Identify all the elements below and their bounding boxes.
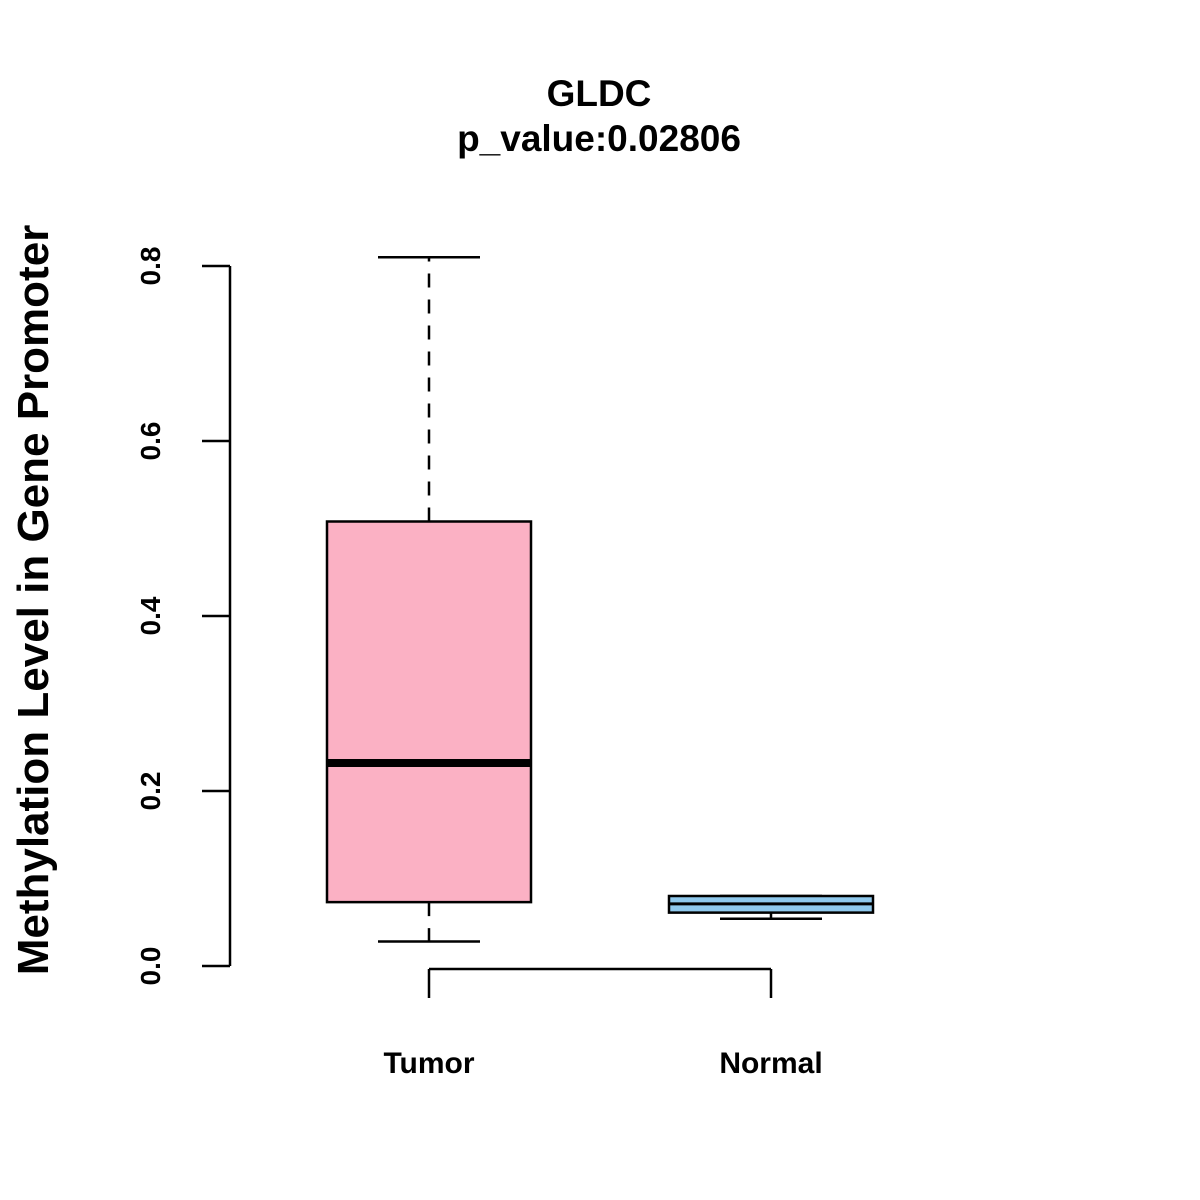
boxes-group bbox=[325, 256, 875, 943]
y-tick-label: 0.0 bbox=[135, 947, 166, 986]
y-tick-label: 0.2 bbox=[135, 772, 166, 811]
box-normal bbox=[667, 894, 875, 920]
category-label-tumor: Tumor bbox=[383, 1047, 474, 1080]
y-tick-label: 0.8 bbox=[135, 247, 166, 286]
y-axis-label: Methylation Level in Gene Promoter bbox=[9, 225, 58, 976]
chart-subtitle: p_value:0.02806 bbox=[457, 118, 741, 159]
comparison-bracket bbox=[427, 967, 773, 998]
category-label-normal: Normal bbox=[719, 1047, 822, 1080]
y-tick-label: 0.6 bbox=[135, 422, 166, 461]
category-labels: Tumor Normal bbox=[383, 1047, 822, 1080]
y-tick-label: 0.4 bbox=[135, 596, 166, 635]
chart-title: GLDC bbox=[547, 73, 652, 114]
y-axis: 0.0 0.2 0.4 0.6 0.8 bbox=[135, 247, 232, 986]
box-iqr bbox=[325, 520, 533, 904]
box-tumor bbox=[325, 256, 533, 943]
